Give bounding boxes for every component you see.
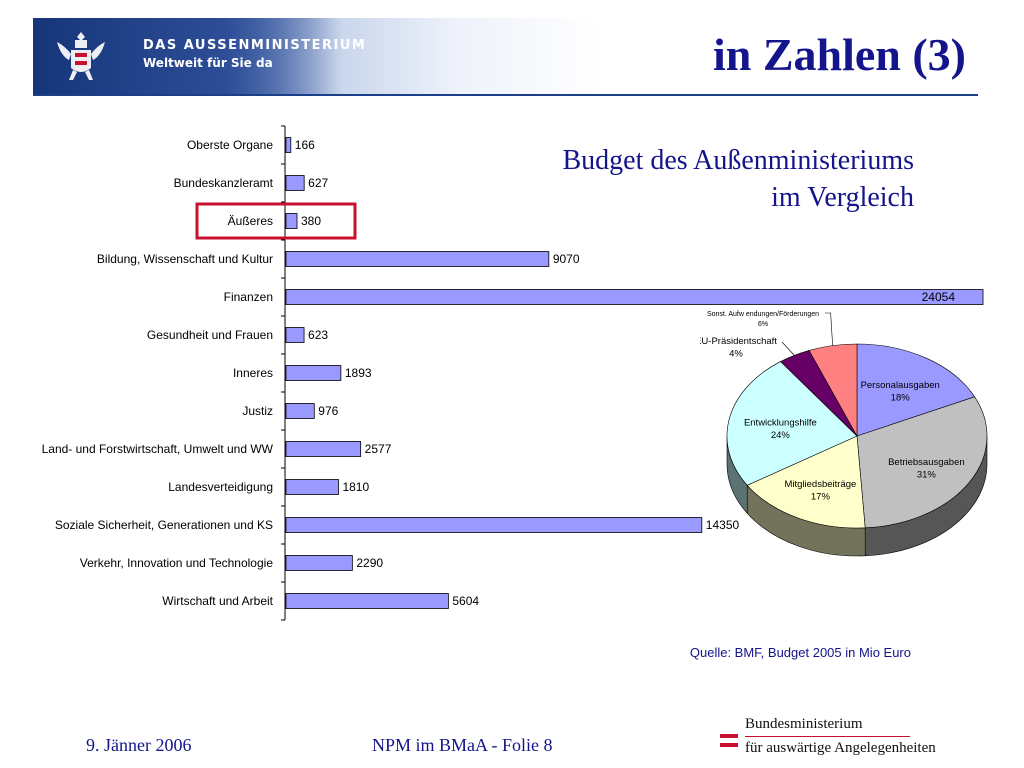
ministry-name-line1: Bundesministerium xyxy=(745,716,863,732)
bar xyxy=(285,175,305,191)
org-name: DAS AUSSENMINISTERIUM xyxy=(143,38,367,53)
bar-chart: Oberste Organe 166 Bundeskanzleramt 627 Äuße… xyxy=(42,125,984,621)
slide-title: in Zahlen (3) xyxy=(712,29,966,80)
ministry-mark: Bundesministerium für auswärtige Angeleg… xyxy=(720,712,1010,768)
value-label: 2290 xyxy=(356,556,383,570)
bar xyxy=(285,479,339,495)
bar xyxy=(285,365,342,381)
pie-slice xyxy=(856,343,976,437)
bar xyxy=(285,213,298,229)
pie-slice-label: Personalausgaben xyxy=(861,380,940,391)
pie-leader-line xyxy=(781,341,795,356)
chart-title-line2: im Vergleich xyxy=(771,182,914,213)
bar xyxy=(285,251,550,267)
value-label: 5604 xyxy=(452,594,479,608)
bar xyxy=(285,555,353,571)
category-label: Inneres xyxy=(233,366,273,380)
category-label: Verkehr, Innovation und Technologie xyxy=(80,556,274,570)
pie-slice-percent: 17% xyxy=(811,491,831,502)
value-label: 1810 xyxy=(342,480,369,494)
bar xyxy=(285,403,315,419)
pie-slice-label: Mitgliedsbeiträge xyxy=(784,479,856,490)
footer-slide-number: NPM im BMaA - Folie 8 xyxy=(372,735,553,755)
bar xyxy=(285,517,703,533)
category-label: Wirtschaft und Arbeit xyxy=(162,594,273,608)
category-label: Bildung, Wissenschaft und Kultur xyxy=(97,252,273,266)
pie-slice xyxy=(856,396,988,529)
value-label: 2577 xyxy=(365,442,392,456)
value-label: 166 xyxy=(295,138,315,152)
source-note: Quelle: BMF, Budget 2005 in Mio Euro xyxy=(689,645,911,660)
ministry-divider xyxy=(745,736,910,737)
value-label: 623 xyxy=(308,328,328,342)
pie-slice-percent: 6% xyxy=(758,321,768,328)
bar xyxy=(285,137,292,153)
bar xyxy=(285,593,449,609)
category-label: Bundeskanzleramt xyxy=(174,176,274,190)
value-label: 627 xyxy=(308,176,328,190)
value-label: 380 xyxy=(301,214,321,228)
value-label: 24054 xyxy=(922,290,956,304)
value-label: 976 xyxy=(318,404,338,418)
austria-flag-icon xyxy=(720,734,738,747)
pie-slice xyxy=(808,343,858,438)
category-label: Justiz xyxy=(242,404,273,418)
ministry-name-line2: für auswärtige Angelegenheiten xyxy=(745,740,936,756)
logo: DAS AUSSENMINISTERIUM Weltweit für Sie d… xyxy=(33,18,365,94)
bar xyxy=(285,327,305,343)
pie-leader-line xyxy=(825,312,833,346)
pie-slice xyxy=(746,435,866,529)
eagle-icon xyxy=(57,32,105,80)
category-label: Land- und Forstwirtschaft, Umwelt und WW xyxy=(42,442,274,456)
pie-slice-percent: 31% xyxy=(917,470,937,481)
category-label: Finanzen xyxy=(224,290,273,304)
org-slogan: Weltweit für Sie da xyxy=(143,56,273,70)
category-label: Soziale Sicherheit, Generationen und KS xyxy=(55,518,273,532)
category-label: Äußeres xyxy=(228,214,273,228)
pie-slice-label: Betriebsausgaben xyxy=(888,457,965,468)
pie-slice-label: EU-Präsidentschaft xyxy=(700,336,777,347)
category-label: Gesundheit und Frauen xyxy=(147,328,273,342)
category-label: Oberste Organe xyxy=(187,138,273,152)
category-label: Landesverteidigung xyxy=(168,480,273,494)
pie-slice-percent: 18% xyxy=(891,392,911,403)
highlight-box xyxy=(195,202,357,240)
value-label: 1893 xyxy=(345,366,372,380)
pie-slice-percent: 24% xyxy=(771,430,791,441)
bar xyxy=(285,441,362,457)
pie-slice xyxy=(726,361,858,486)
bar xyxy=(285,289,984,305)
value-label: 9070 xyxy=(553,252,580,266)
bar-layer: Oberste Organe 166 Bundeskanzleramt 627 Äuße… xyxy=(42,125,984,621)
pie-slice-label: Entwicklungshilfe xyxy=(744,418,817,429)
footer-date: 9. Jänner 2006 xyxy=(86,735,192,755)
value-label: 14350 xyxy=(706,518,740,532)
chart-title: Budget des Außenministeriums im Vergleic… xyxy=(562,142,914,216)
pie-slice-percent: 4% xyxy=(729,349,743,360)
chart-title-line1: Budget des Außenministeriums xyxy=(562,145,914,176)
header-banner: DAS AUSSENMINISTERIUM Weltweit für Sie d… xyxy=(33,18,978,96)
pie-slice-label: Sonst. Aufw endungen/Förderungen xyxy=(707,311,819,318)
